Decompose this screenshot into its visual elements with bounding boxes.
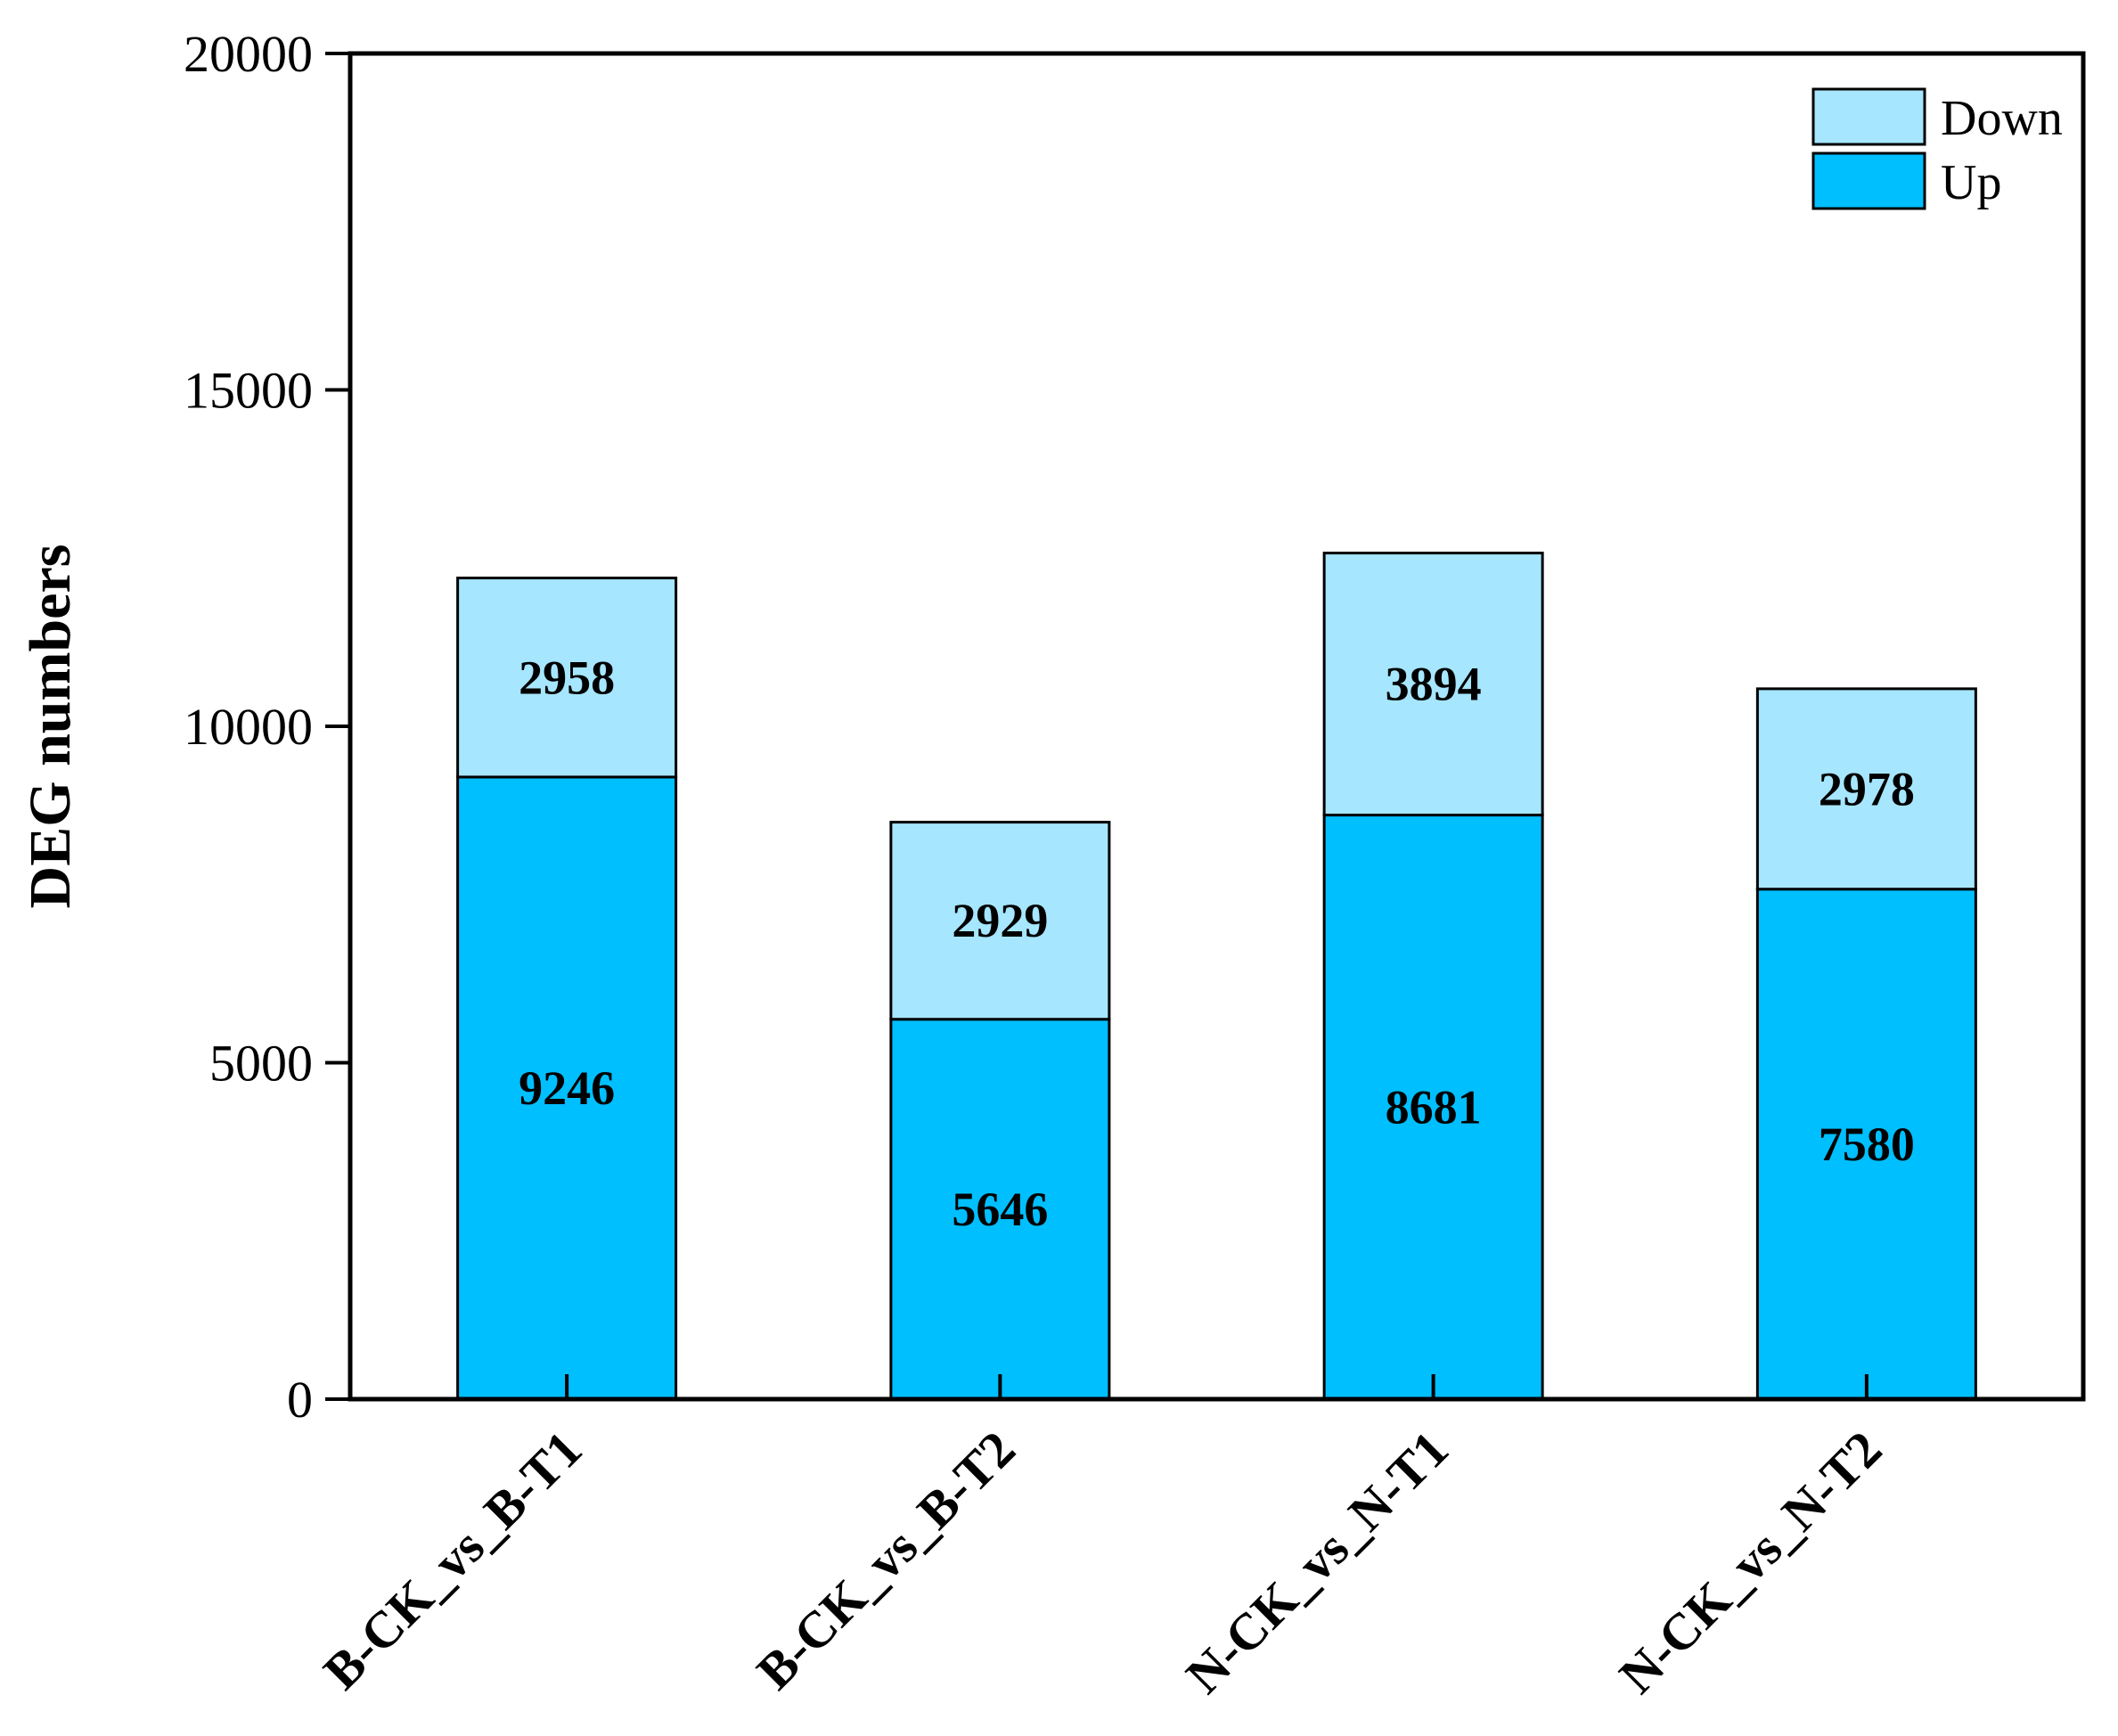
y-tick-label: 10000 [184,698,313,756]
y-tick-label: 0 [287,1371,313,1429]
data-label-down-2: 2929 [952,894,1048,947]
value-labels-layer: 9246 2958 5646 2929 8681 3894 7580 2978 [519,651,1915,1236]
bars-layer [456,552,1977,1401]
bar-down-1 [456,577,678,779]
bar-down-4 [1755,687,1977,891]
y-axis: 0 5000 10000 15000 20000 [184,25,350,1429]
x-tick-label: B-CK_vs_B-T1 [312,1420,593,1700]
data-label-up-2: 5646 [952,1183,1048,1236]
x-tick-label: B-CK_vs_B-T2 [746,1420,1026,1700]
y-tick-label: 5000 [209,1035,313,1093]
data-label-up-3: 8681 [1386,1080,1482,1134]
data-label-up-1: 9246 [519,1061,615,1115]
x-tick-label: N-CK_vs_N-T1 [1174,1420,1459,1704]
legend-swatch-down [1811,87,1926,146]
x-axis: B-CK_vs_B-T1 B-CK_vs_B-T2 N-CK_vs_N-T1 N-CK… [312,1374,1893,1705]
y-tick-label: 15000 [184,362,313,420]
y-axis-title: DEG numbers [18,545,83,909]
data-label-down-1: 2958 [519,651,615,704]
bar-up-1 [456,775,678,1401]
y-tick-label: 20000 [184,25,313,83]
legend-label-up: Up [1941,155,2001,210]
bar-up-3 [1322,814,1544,1401]
bar-down-3 [1322,552,1544,817]
legend-label-down: Down [1941,91,2063,146]
legend: Down Up [1811,87,2063,210]
x-tick-label: N-CK_vs_N-T2 [1608,1420,1893,1704]
data-label-down-4: 2978 [1819,762,1915,815]
data-label-up-4: 7580 [1819,1118,1915,1171]
bar-down-2 [889,821,1111,1021]
legend-swatch-up [1811,151,1926,210]
data-label-down-3: 3894 [1386,658,1482,711]
